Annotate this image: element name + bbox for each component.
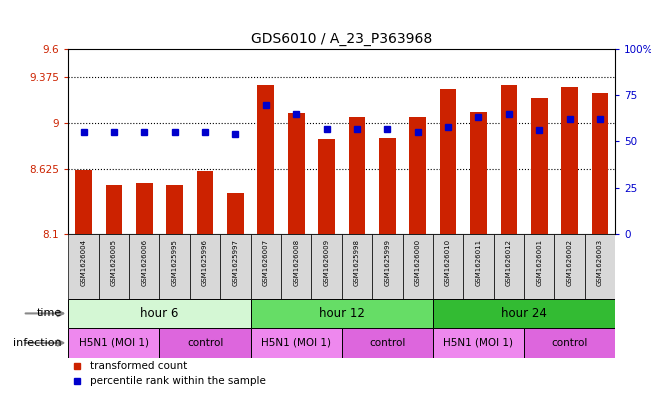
Bar [129, 234, 159, 299]
Bar [311, 234, 342, 299]
Bar [257, 85, 274, 234]
Bar [433, 234, 464, 299]
Text: infection: infection [13, 338, 62, 348]
Text: transformed count: transformed count [90, 362, 187, 371]
Bar [524, 328, 615, 358]
Bar [68, 234, 99, 299]
Bar [585, 234, 615, 299]
Text: GSM1626001: GSM1626001 [536, 239, 542, 286]
Bar [68, 328, 159, 358]
Bar [227, 193, 243, 234]
Bar [197, 171, 214, 234]
Text: H5N1 (MOI 1): H5N1 (MOI 1) [261, 338, 331, 348]
Text: GSM1625995: GSM1625995 [172, 239, 178, 286]
Bar [159, 234, 190, 299]
Bar [76, 170, 92, 234]
Bar [251, 328, 342, 358]
Bar [524, 234, 555, 299]
Text: GSM1625999: GSM1625999 [384, 239, 391, 286]
Bar [433, 299, 615, 328]
Bar [501, 85, 517, 234]
Text: H5N1 (MOI 1): H5N1 (MOI 1) [443, 338, 514, 348]
Text: control: control [187, 338, 223, 348]
Bar [372, 234, 402, 299]
Bar [493, 234, 524, 299]
Bar [342, 234, 372, 299]
Bar [105, 185, 122, 234]
Text: GSM1626002: GSM1626002 [566, 239, 573, 286]
Text: GSM1626007: GSM1626007 [263, 239, 269, 286]
Text: control: control [551, 338, 588, 348]
Bar [220, 234, 251, 299]
Bar [159, 328, 251, 358]
Text: GDS6010 / A_23_P363968: GDS6010 / A_23_P363968 [251, 32, 432, 46]
Text: GSM1625996: GSM1625996 [202, 239, 208, 286]
Bar [348, 117, 365, 234]
Text: hour 12: hour 12 [319, 307, 365, 320]
Bar [439, 88, 456, 234]
Text: GSM1626005: GSM1626005 [111, 239, 117, 286]
Bar [68, 299, 251, 328]
Bar [288, 113, 305, 234]
Bar [342, 328, 433, 358]
Text: GSM1626000: GSM1626000 [415, 239, 421, 286]
Text: GSM1626006: GSM1626006 [141, 239, 147, 286]
Bar [555, 234, 585, 299]
Text: control: control [369, 338, 406, 348]
Text: GSM1626008: GSM1626008 [293, 239, 299, 286]
Text: GSM1626004: GSM1626004 [81, 239, 87, 286]
Text: percentile rank within the sample: percentile rank within the sample [90, 376, 266, 386]
Text: GSM1625998: GSM1625998 [354, 239, 360, 286]
Bar [409, 117, 426, 234]
Bar [136, 184, 152, 234]
Bar [402, 234, 433, 299]
Bar [281, 234, 311, 299]
Text: GSM1626010: GSM1626010 [445, 239, 451, 286]
Text: H5N1 (MOI 1): H5N1 (MOI 1) [79, 338, 149, 348]
Bar [561, 87, 578, 234]
Text: hour 6: hour 6 [141, 307, 178, 320]
Text: GSM1626012: GSM1626012 [506, 239, 512, 286]
Bar [318, 139, 335, 234]
Bar [379, 138, 396, 234]
Text: GSM1626009: GSM1626009 [324, 239, 329, 286]
Bar [251, 299, 433, 328]
Bar [470, 112, 487, 234]
Bar [190, 234, 220, 299]
Bar [531, 98, 547, 234]
Bar [99, 234, 129, 299]
Text: hour 24: hour 24 [501, 307, 547, 320]
Bar [592, 94, 608, 234]
Bar [166, 185, 183, 234]
Text: GSM1626011: GSM1626011 [475, 239, 482, 286]
Text: GSM1626003: GSM1626003 [597, 239, 603, 286]
Text: GSM1625997: GSM1625997 [232, 239, 238, 286]
Bar [433, 328, 524, 358]
Bar [251, 234, 281, 299]
Text: time: time [36, 309, 62, 318]
Bar [464, 234, 493, 299]
